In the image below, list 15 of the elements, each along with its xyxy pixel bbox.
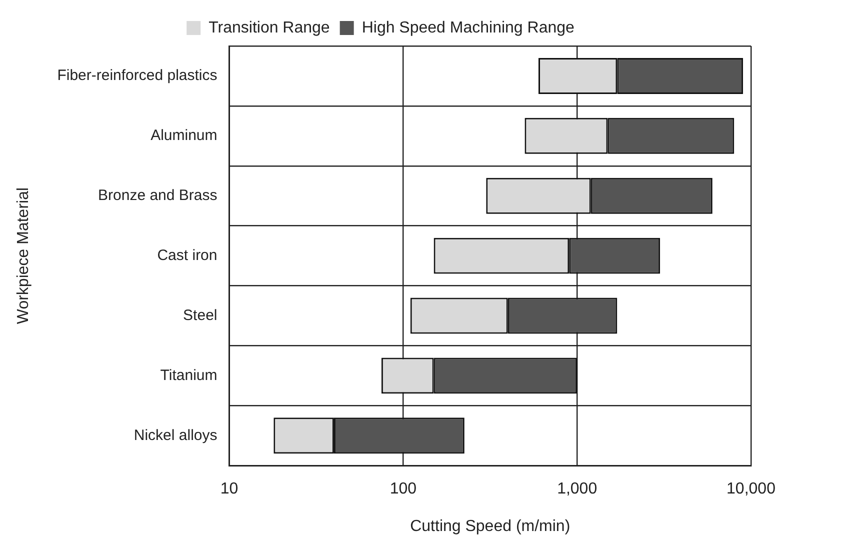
legend-label: Transition Range [208, 19, 330, 36]
x-tick-label: 10,000 [726, 480, 776, 498]
x-tick-label: 10 [220, 480, 238, 498]
y-tick-label: Titanium [160, 366, 218, 384]
y-tick-label: Fiber-reinforced plastics [57, 67, 218, 84]
x-tick-label: 1,000 [557, 480, 598, 498]
y-tick-label: Nickel alloys [134, 426, 218, 444]
x-axis-title: Cutting Speed (m/min) [410, 518, 570, 535]
y-tick-label: Aluminum [150, 127, 218, 144]
y-axis-title: Workpiece Material [15, 187, 32, 324]
legend-label: High Speed Machining Range [362, 19, 575, 36]
y-tick-label: Cast iron [157, 246, 218, 264]
x-tick-label: 100 [390, 480, 417, 498]
y-tick-label: Steel [183, 306, 218, 324]
y-tick-label: Bronze and Brass [98, 187, 218, 204]
